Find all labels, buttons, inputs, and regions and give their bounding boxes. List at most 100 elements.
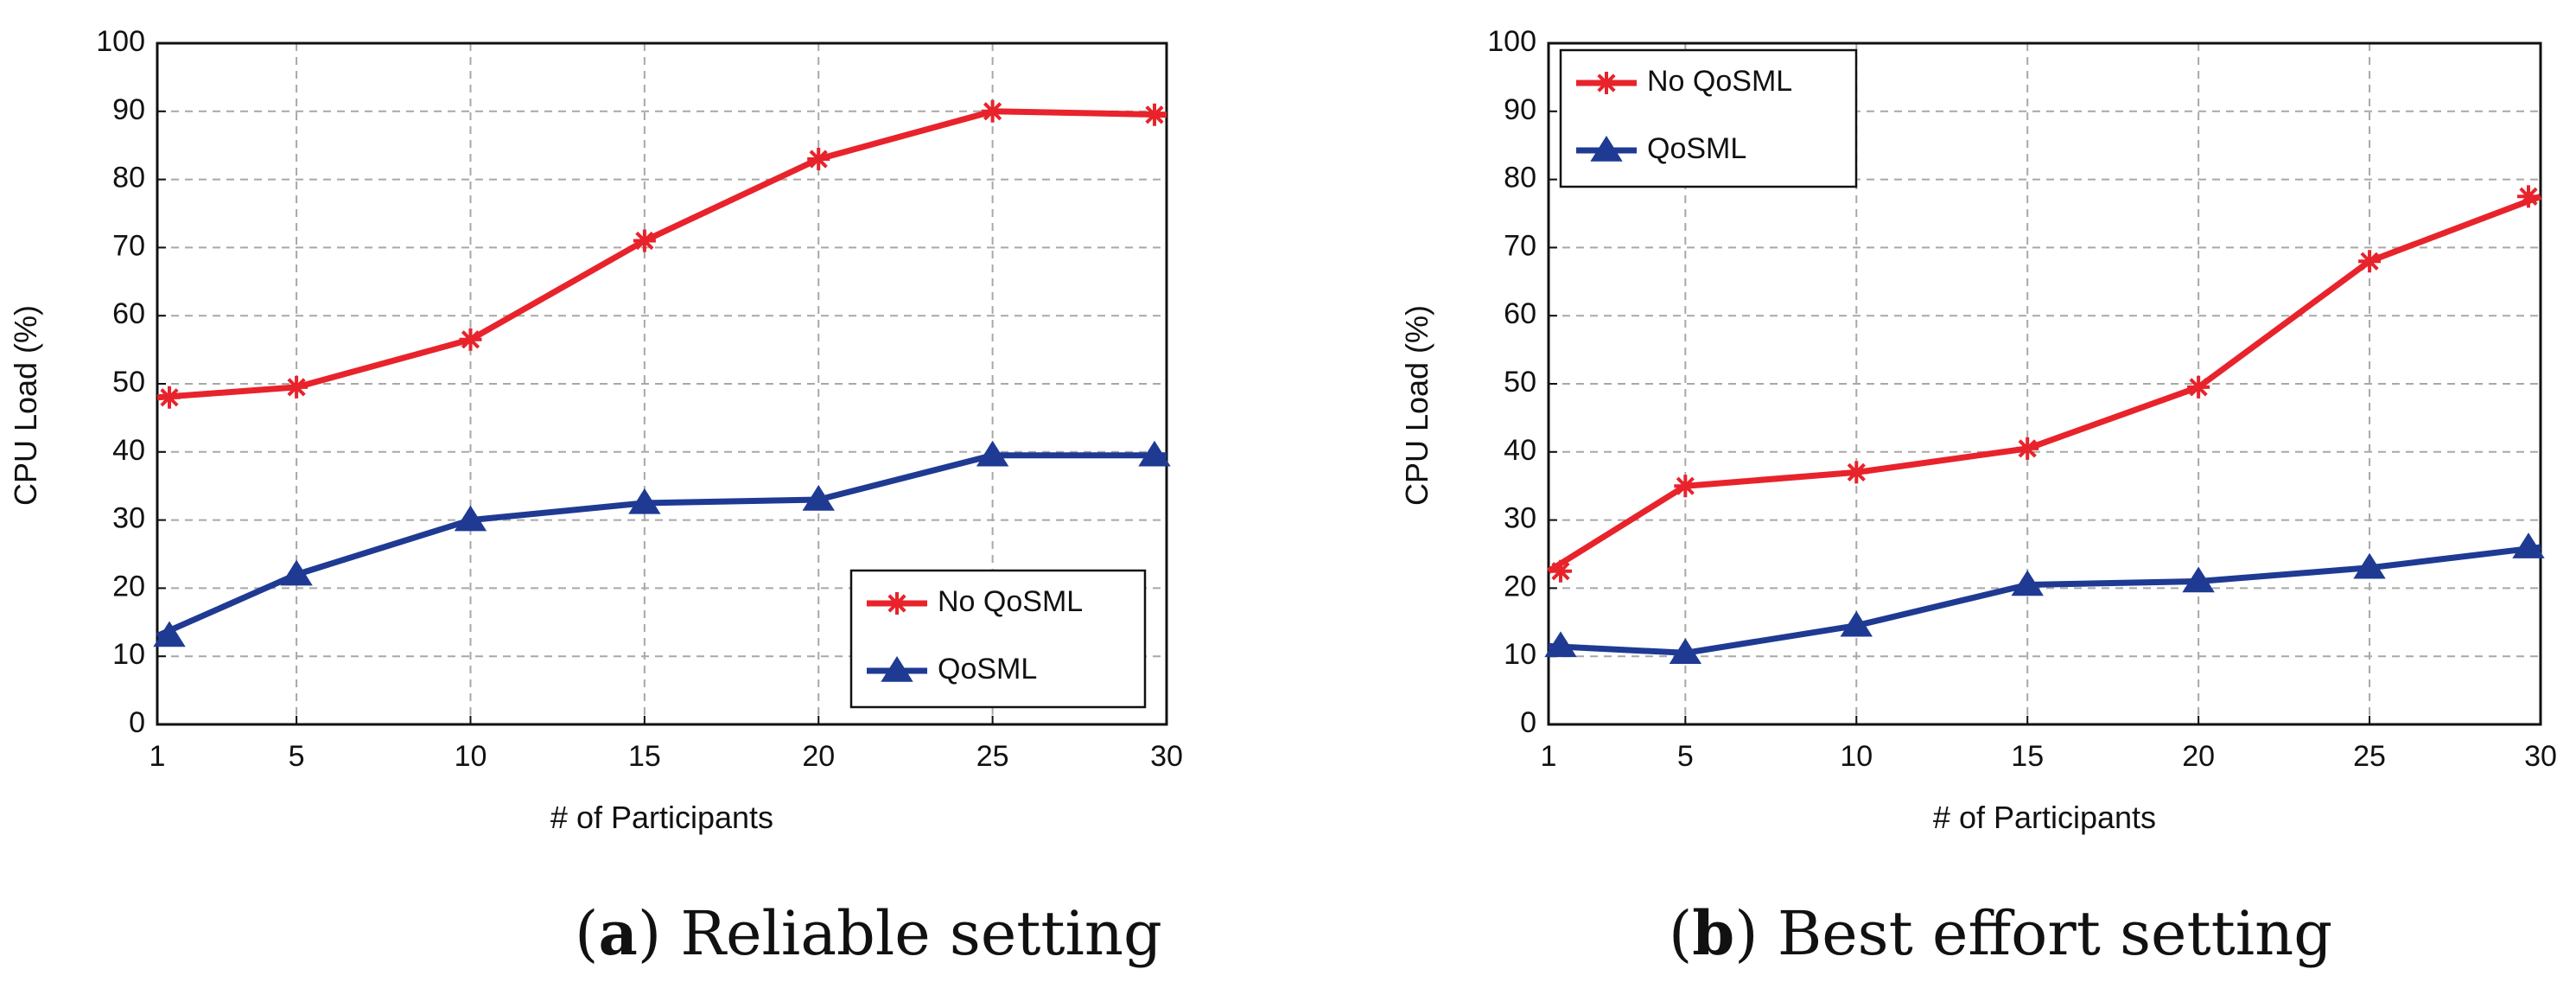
panel-caption: (a) Reliable setting [575, 897, 1162, 969]
caption-paren-close: ) [638, 898, 681, 969]
series-qosml [153, 440, 1171, 647]
y-tick-label: 10 [1504, 638, 1536, 671]
data-point [1674, 475, 1697, 498]
data-point [1143, 103, 1166, 126]
data-point [1840, 610, 1873, 637]
data-point [2353, 552, 2386, 579]
data-point [976, 440, 1009, 467]
y-tick-label: 50 [1504, 366, 1536, 399]
y-tick-label: 40 [1504, 434, 1536, 467]
y-tick-label: 10 [112, 638, 145, 671]
data-point [2187, 375, 2210, 399]
legend-box [849, 569, 1147, 709]
legend-marker [881, 656, 913, 682]
legend-entry-label: No QoSML [938, 585, 1083, 618]
x-tick-label: 25 [976, 740, 1009, 773]
x-axis-label: # of Participants [550, 800, 773, 835]
y-tick-label: 80 [1504, 162, 1536, 194]
data-point [2016, 437, 2039, 460]
data-point [153, 621, 186, 647]
data-point [1544, 631, 1577, 658]
series-no-qosml [156, 99, 1167, 409]
data-point [2011, 570, 2044, 596]
caption-text: Best effort setting [1778, 898, 2332, 969]
data-point [454, 505, 487, 532]
data-point [1669, 638, 1702, 665]
legend: No QoSML QoSML [849, 569, 1147, 709]
caption-text: Reliable setting [680, 898, 1161, 969]
y-tick-label: 50 [112, 366, 145, 399]
x-tick-label: 30 [2524, 740, 2557, 773]
y-axis-label: CPU Load (%) [1399, 305, 1434, 506]
data-point [628, 488, 661, 514]
legend-entry-label: QoSML [938, 653, 1037, 685]
series-line [156, 108, 1167, 401]
grid [157, 43, 1167, 724]
data-point [285, 375, 308, 399]
x-tick-label: 5 [289, 740, 305, 773]
legend-marker [886, 592, 908, 615]
series-qosml [1544, 532, 2545, 665]
x-tick-label: 15 [2011, 740, 2044, 773]
caption-paren-open: ( [1669, 898, 1692, 969]
y-tick-label: 100 [96, 25, 145, 58]
data-point [1845, 461, 1868, 484]
y-axis-label: CPU Load (%) [8, 305, 43, 506]
x-tick-label: 25 [2353, 740, 2386, 773]
x-tick-label: 20 [2182, 740, 2215, 773]
y-tick-label: 80 [112, 162, 145, 194]
y-tick-label: 0 [1520, 706, 1536, 739]
data-point [981, 99, 1004, 123]
y-tick-label: 20 [1504, 570, 1536, 603]
legend-box [1559, 48, 1858, 188]
data-point [633, 229, 656, 252]
x-tick-label: 10 [455, 740, 487, 773]
x-tick-label: 5 [1677, 740, 1694, 773]
series-no-qosml [1547, 185, 2542, 583]
x-tick-label: 10 [1840, 740, 1873, 773]
data-point [1138, 440, 1171, 467]
x-tick-label: 20 [802, 740, 835, 773]
y-tick-label: 0 [129, 706, 145, 739]
x-axis-label: # of Participants [1933, 800, 2156, 835]
data-point [2517, 185, 2540, 208]
panel-caption: (b) Best effort setting [1669, 897, 2332, 969]
x-tick-label: 15 [628, 740, 661, 773]
legend-entry-label: No QoSML [1647, 65, 1792, 98]
data-point [807, 148, 830, 170]
y-tick-label: 90 [1504, 93, 1536, 126]
data-point [2182, 566, 2215, 593]
data-point [280, 559, 313, 586]
series-line [1547, 194, 2542, 574]
caption-paren-open: ( [575, 898, 598, 969]
y-tick-label: 30 [112, 502, 145, 535]
y-tick-label: 30 [1504, 502, 1536, 535]
legend-entry-label: QoSML [1647, 132, 1746, 165]
data-point [459, 328, 482, 351]
legend: No QoSML QoSML [1559, 48, 1858, 188]
data-point [2512, 532, 2545, 558]
data-point [158, 386, 181, 409]
data-point [802, 484, 835, 511]
y-tick-label: 40 [112, 434, 145, 467]
y-tick-label: 60 [1504, 297, 1536, 330]
data-point [2358, 250, 2382, 273]
y-tick-label: 60 [112, 297, 145, 330]
caption-paren-close: ) [1734, 898, 1778, 969]
x-tick-label: 1 [149, 740, 166, 773]
y-tick-label: 70 [112, 229, 145, 262]
caption-letter: a [598, 897, 637, 969]
y-tick-label: 70 [1504, 229, 1536, 262]
y-tick-label: 20 [112, 570, 145, 603]
y-tick-label: 100 [1487, 25, 1536, 58]
series-line [1548, 544, 2541, 656]
x-tick-label: 1 [1541, 740, 1557, 773]
data-point [1549, 559, 1572, 583]
y-tick-label: 90 [112, 93, 145, 126]
legend-marker [1595, 72, 1618, 94]
x-tick-label: 30 [1150, 740, 1183, 773]
caption-letter: b [1692, 897, 1734, 969]
